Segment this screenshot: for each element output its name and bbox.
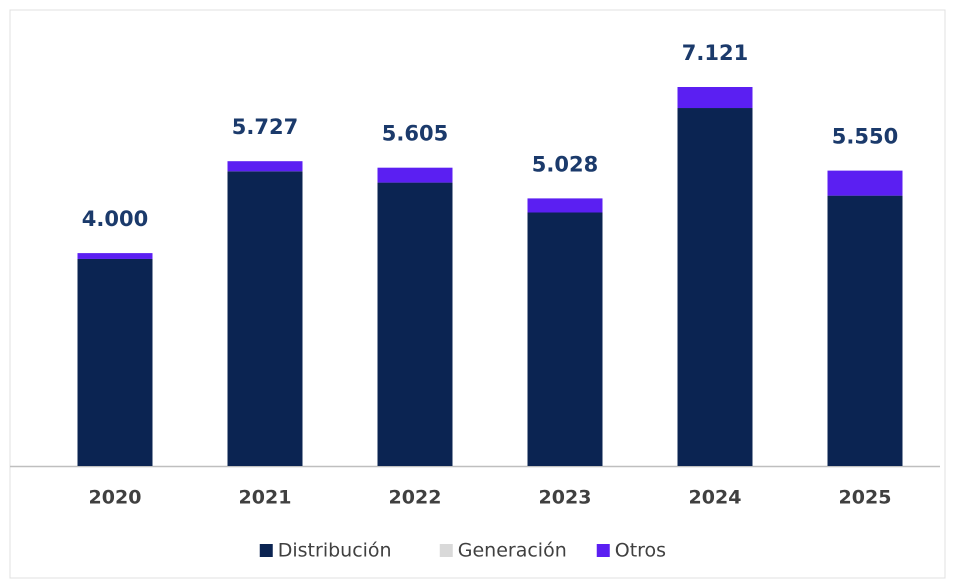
x-tick-label: 2021 bbox=[239, 487, 292, 509]
bar-segment bbox=[377, 167, 453, 183]
total-label: 5.028 bbox=[532, 152, 598, 176]
total-label: 7.121 bbox=[682, 41, 748, 65]
bar-segment bbox=[227, 171, 303, 467]
total-label: 5.605 bbox=[382, 122, 448, 146]
x-tick-label: 2023 bbox=[539, 487, 592, 509]
legend-swatch bbox=[439, 544, 453, 557]
bar-segment bbox=[827, 170, 903, 196]
bar-segment bbox=[77, 253, 153, 259]
legend-swatch bbox=[259, 544, 273, 557]
legend-label: Otros bbox=[615, 540, 666, 562]
bar-segment bbox=[827, 195, 903, 466]
legend-label: Distribución bbox=[278, 540, 392, 562]
chart-frame bbox=[9, 9, 946, 579]
x-tick-label: 2024 bbox=[689, 487, 742, 509]
total-label: 5.550 bbox=[832, 125, 898, 149]
bar-segment bbox=[527, 212, 603, 466]
x-tick-label: 2022 bbox=[389, 487, 442, 509]
total-label: 5.727 bbox=[232, 115, 298, 139]
bar-segment bbox=[227, 161, 303, 172]
bar-segment bbox=[677, 87, 753, 109]
bar-segment bbox=[77, 258, 153, 466]
legend-label: Generación bbox=[458, 540, 567, 562]
bar-segment bbox=[527, 198, 603, 213]
x-tick-label: 2020 bbox=[89, 487, 142, 509]
bar-segment bbox=[677, 108, 753, 466]
total-label: 4.000 bbox=[82, 207, 148, 231]
x-tick-label: 2025 bbox=[839, 487, 892, 509]
bar-segment bbox=[377, 182, 453, 466]
legend-swatch bbox=[596, 544, 610, 557]
